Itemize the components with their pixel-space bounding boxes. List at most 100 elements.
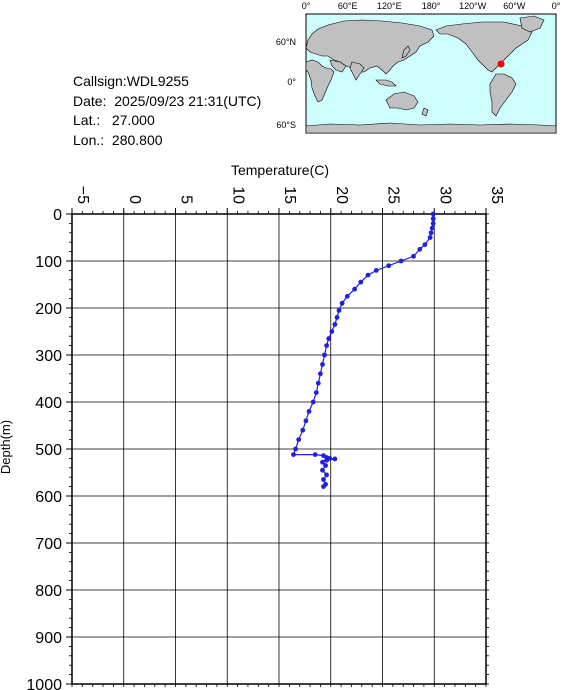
x-tick-label: 25 <box>385 186 402 204</box>
y-tick-label: 600 <box>35 489 62 506</box>
profile-point <box>344 293 350 299</box>
map-lon-label: 60°W <box>503 1 526 11</box>
y-tick-label: 200 <box>35 301 62 318</box>
map-japan <box>401 45 411 59</box>
x-tick-label: 0 <box>126 195 143 204</box>
profile-point <box>429 225 435 231</box>
map-longitude-labels: 0° 60°E 120°E 180° 120°W 60°W 0° <box>302 1 561 11</box>
profile-point <box>334 315 340 320</box>
profile-point <box>324 457 329 463</box>
map-greenland <box>519 15 545 33</box>
profile-point <box>428 230 434 236</box>
y-tick-label: 700 <box>35 536 62 553</box>
date-text: Date: 2025/09/23 21:31(UTC) <box>73 92 262 109</box>
profile-point <box>332 456 338 462</box>
profile-point <box>315 380 321 386</box>
y-tick-label: 100 <box>35 254 62 271</box>
profile-point <box>417 246 423 252</box>
y-tick-label: 800 <box>35 583 62 600</box>
map-indonesia <box>375 79 397 87</box>
profile-point <box>320 467 325 473</box>
x-tick-labels: −5 0 5 10 15 20 25 30 35 <box>74 186 505 204</box>
map-lon-label: 0° <box>552 1 561 11</box>
x-tick-label: −5 <box>74 186 91 204</box>
x-tick-label: 20 <box>333 186 350 204</box>
longitude-text: Lon.: 280.800 <box>73 132 163 149</box>
chart-ticks <box>66 208 489 687</box>
profile-point <box>300 427 306 433</box>
profile-point <box>324 472 329 478</box>
y-axis-title: Depth(m) <box>0 420 13 474</box>
y-tick-label: 900 <box>35 630 62 647</box>
profile-point <box>332 322 338 327</box>
world-map: 0° 60°E 120°E 180° 120°W 60°W 0° 60°N 0° 60°S <box>276 1 561 134</box>
profile-point <box>306 409 312 414</box>
x-tick-label: 30 <box>436 186 453 204</box>
x-tick-label: 35 <box>488 186 505 204</box>
y-tick-label: 1000 <box>26 677 62 690</box>
profile-point <box>321 477 326 482</box>
map-lon-label: 180° <box>422 1 441 11</box>
x-tick-label: 5 <box>178 195 195 204</box>
latitude-text: Lat.: 27.000 <box>73 112 155 129</box>
map-lon-label: 120°E <box>377 1 402 11</box>
profile-point <box>293 446 298 452</box>
x-axis-title: Temperature(C) <box>231 162 329 178</box>
profile-point <box>303 418 309 424</box>
profile-point <box>398 258 404 264</box>
callsign-text: Callsign:WDL9255 <box>73 73 189 89</box>
profile-point <box>430 211 436 217</box>
profile-point <box>318 371 323 377</box>
profile-point <box>411 253 416 259</box>
profile-point <box>430 221 436 226</box>
profile-point <box>291 452 296 457</box>
y-tick-labels: 0 100 200 300 400 500 600 700 800 900 1000 <box>26 207 62 690</box>
x-tick-label: 10 <box>229 186 246 204</box>
map-antarctica <box>305 122 557 134</box>
profile-point <box>323 463 328 468</box>
profile-point <box>336 308 342 313</box>
profile-point <box>422 242 428 248</box>
profile-point <box>324 343 329 348</box>
map-lat-label: 60°N <box>276 37 296 47</box>
map-lat-label: 0° <box>287 77 296 87</box>
map-new-zealand <box>421 107 429 117</box>
map-india <box>349 61 365 81</box>
y-tick-label: 300 <box>35 348 62 365</box>
map-arabia <box>329 59 347 73</box>
profile-point <box>310 399 316 405</box>
profile-point <box>312 452 318 457</box>
profile-point <box>352 286 357 292</box>
map-south-america <box>489 73 517 117</box>
plot-frame <box>71 213 487 685</box>
map-latitude-labels: 60°N 0° 60°S <box>276 37 297 130</box>
profile-point <box>427 235 433 240</box>
y-tick-label: 500 <box>35 442 62 459</box>
station-info: Callsign:WDL9255 Date: 2025/09/23 21:31(… <box>73 72 261 151</box>
chart-grid <box>71 213 487 685</box>
profile-point <box>373 268 379 273</box>
map-africa <box>305 59 335 103</box>
profile-point <box>322 352 327 358</box>
map-land <box>305 15 557 134</box>
profile-point <box>320 362 325 367</box>
profile-point <box>329 329 335 334</box>
profile-point <box>296 437 302 442</box>
y-tick-label: 0 <box>53 207 62 224</box>
profile-point <box>339 300 345 306</box>
map-lat-label: 60°S <box>276 120 296 130</box>
x-tick-label: 15 <box>281 186 298 204</box>
profile-point <box>358 279 364 285</box>
map-lon-label: 0° <box>302 1 311 11</box>
profile-point <box>365 272 371 278</box>
profile-point <box>313 390 319 395</box>
profile-point <box>321 484 326 489</box>
map-north-america <box>435 21 533 73</box>
profile-point <box>386 263 392 269</box>
map-lon-label: 120°W <box>459 1 487 11</box>
y-tick-label: 400 <box>35 395 62 412</box>
map-lon-label: 60°E <box>338 1 358 11</box>
station-marker <box>497 60 505 68</box>
profile-point <box>326 336 332 341</box>
